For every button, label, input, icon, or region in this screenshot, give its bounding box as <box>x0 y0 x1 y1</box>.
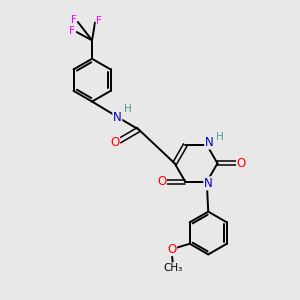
Text: F: F <box>71 14 76 25</box>
Text: F: F <box>70 26 75 36</box>
Text: O: O <box>157 176 166 188</box>
Text: N: N <box>204 177 213 190</box>
Text: O: O <box>237 157 246 170</box>
Text: O: O <box>167 243 176 256</box>
Text: CH₃: CH₃ <box>163 263 182 273</box>
Text: H: H <box>216 131 224 142</box>
Text: H: H <box>124 104 132 114</box>
Text: N: N <box>205 136 214 149</box>
Text: N: N <box>113 110 122 124</box>
Text: O: O <box>110 136 120 149</box>
Text: F: F <box>96 16 102 26</box>
